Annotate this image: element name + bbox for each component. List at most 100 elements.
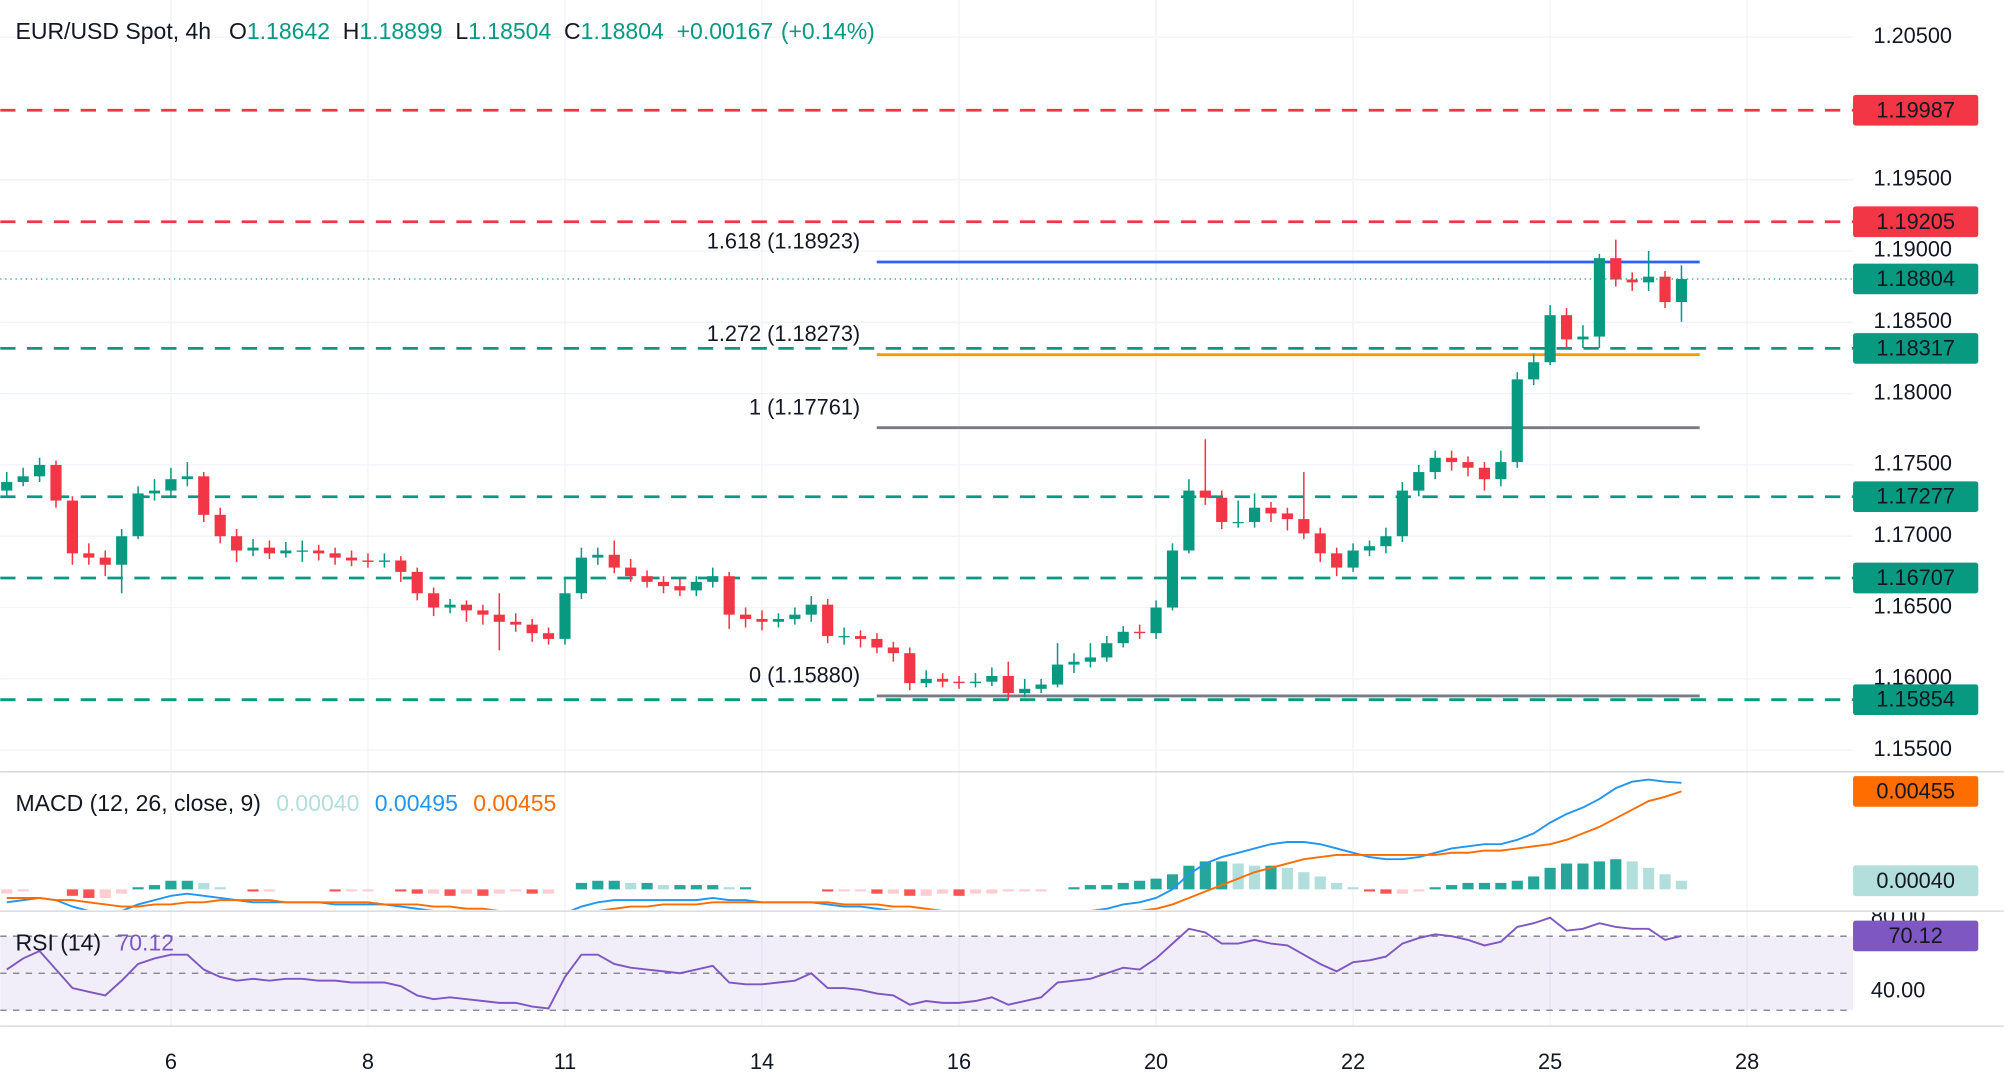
histogram-bar xyxy=(707,885,719,890)
candle-body xyxy=(99,557,111,565)
histogram-bar xyxy=(1396,889,1408,894)
histogram-bar xyxy=(1511,880,1523,890)
candle-body xyxy=(17,476,29,483)
candle-body xyxy=(1101,643,1113,658)
candle-body xyxy=(477,610,489,615)
histogram-bar xyxy=(674,885,686,890)
candle-body xyxy=(1051,664,1064,685)
candle-body xyxy=(1659,276,1671,303)
candle-body xyxy=(148,490,161,494)
ohlc-letter: O xyxy=(229,18,247,44)
histogram-bar xyxy=(460,889,473,894)
histogram-bar xyxy=(1643,867,1655,890)
histogram-bar xyxy=(83,889,95,898)
candle-body xyxy=(378,560,390,562)
histogram-bar xyxy=(986,889,998,894)
histogram-bar xyxy=(132,887,144,890)
histogram-bar xyxy=(510,889,522,892)
candle-body xyxy=(1528,362,1540,380)
histogram-bar xyxy=(608,880,620,890)
x-tick-label: 11 xyxy=(554,1049,577,1074)
candle-body xyxy=(510,621,522,625)
y-tick-label: 1.18000 xyxy=(1873,379,1952,404)
x-tick-label: 22 xyxy=(1341,1049,1365,1074)
candle-body xyxy=(1380,536,1392,547)
fib-label: 1 (1.17761) xyxy=(749,394,860,419)
rsi-value: 70.12 xyxy=(116,929,174,955)
rsi-header: RSI (14) 70.12 xyxy=(16,929,175,955)
histogram-bar xyxy=(1166,874,1179,890)
candle-body xyxy=(1478,467,1491,480)
candle-body xyxy=(1495,462,1507,480)
candle-body xyxy=(428,593,440,608)
histogram-bar xyxy=(920,889,932,896)
candle-body xyxy=(362,560,374,562)
histogram-bar xyxy=(969,889,982,894)
histogram-bar xyxy=(1380,889,1392,894)
candle-body xyxy=(641,576,653,582)
histogram-bar xyxy=(1413,889,1425,892)
ohlc-letter: L xyxy=(455,18,468,44)
candle-body xyxy=(1,482,13,491)
candle-body xyxy=(1643,276,1655,283)
macd-title: MACD (12, 26, close, 9) xyxy=(16,790,261,816)
histogram-bar xyxy=(1134,880,1146,890)
histogram-bar xyxy=(1232,863,1244,890)
histogram-bar xyxy=(17,889,29,892)
candle-body xyxy=(263,547,276,554)
candle-body xyxy=(1248,507,1261,522)
histogram-bar xyxy=(1528,876,1540,890)
histogram-bar xyxy=(690,885,702,890)
candle-body xyxy=(1281,513,1293,520)
histogram-bar xyxy=(247,889,259,892)
candle-body xyxy=(1002,675,1014,694)
x-tick-label: 14 xyxy=(750,1049,774,1074)
level-label: 1.19987 xyxy=(1876,97,1955,122)
histogram-bar xyxy=(1429,887,1441,890)
x-tick-label: 25 xyxy=(1538,1049,1562,1074)
candle-body xyxy=(1150,607,1162,634)
candle-body xyxy=(920,678,932,684)
candle-body xyxy=(1035,684,1047,689)
candle-body xyxy=(329,553,341,558)
candle-body xyxy=(1331,553,1343,568)
x-tick-label: 28 xyxy=(1735,1049,1759,1074)
histogram-bar xyxy=(263,889,276,892)
histogram-bar xyxy=(165,880,177,890)
histogram-bar xyxy=(575,882,587,890)
histogram-bar xyxy=(428,889,440,894)
candle-body xyxy=(986,675,998,682)
candle-body xyxy=(1183,490,1195,551)
candle-body xyxy=(1511,379,1523,463)
level-label-bg xyxy=(1853,333,1979,364)
histogram-bar xyxy=(1199,861,1211,890)
level-label: 1.18317 xyxy=(1876,335,1955,360)
candle-body xyxy=(707,576,719,582)
histogram-bar xyxy=(1544,867,1556,890)
candle-body xyxy=(1134,631,1146,634)
candle-body xyxy=(313,550,325,554)
histogram-bar xyxy=(411,889,423,894)
candle-body xyxy=(1593,258,1605,337)
histogram-bar xyxy=(1216,861,1228,890)
grid xyxy=(0,0,1854,1027)
histogram-bar xyxy=(641,882,653,890)
histogram-bar xyxy=(1248,865,1261,890)
histogram-bar xyxy=(838,889,850,892)
x-tick-label: 20 xyxy=(1144,1049,1168,1074)
rsi-badge-bg xyxy=(1853,920,1979,952)
candle-body xyxy=(1462,462,1474,468)
histogram-bar xyxy=(1117,882,1129,890)
candle-body xyxy=(740,614,752,619)
y-tick-label: 1.18500 xyxy=(1873,308,1952,333)
candle-body xyxy=(690,581,702,591)
candle-body xyxy=(132,493,144,537)
y-tick-label: 1.19500 xyxy=(1873,165,1952,190)
candle-body xyxy=(1446,457,1458,463)
candle-body xyxy=(33,464,46,477)
histogram-bar xyxy=(1068,887,1080,890)
histogram-bar xyxy=(116,889,128,894)
candle-body xyxy=(838,636,850,638)
histogram-bar xyxy=(526,889,538,894)
candle-body xyxy=(1626,279,1638,283)
